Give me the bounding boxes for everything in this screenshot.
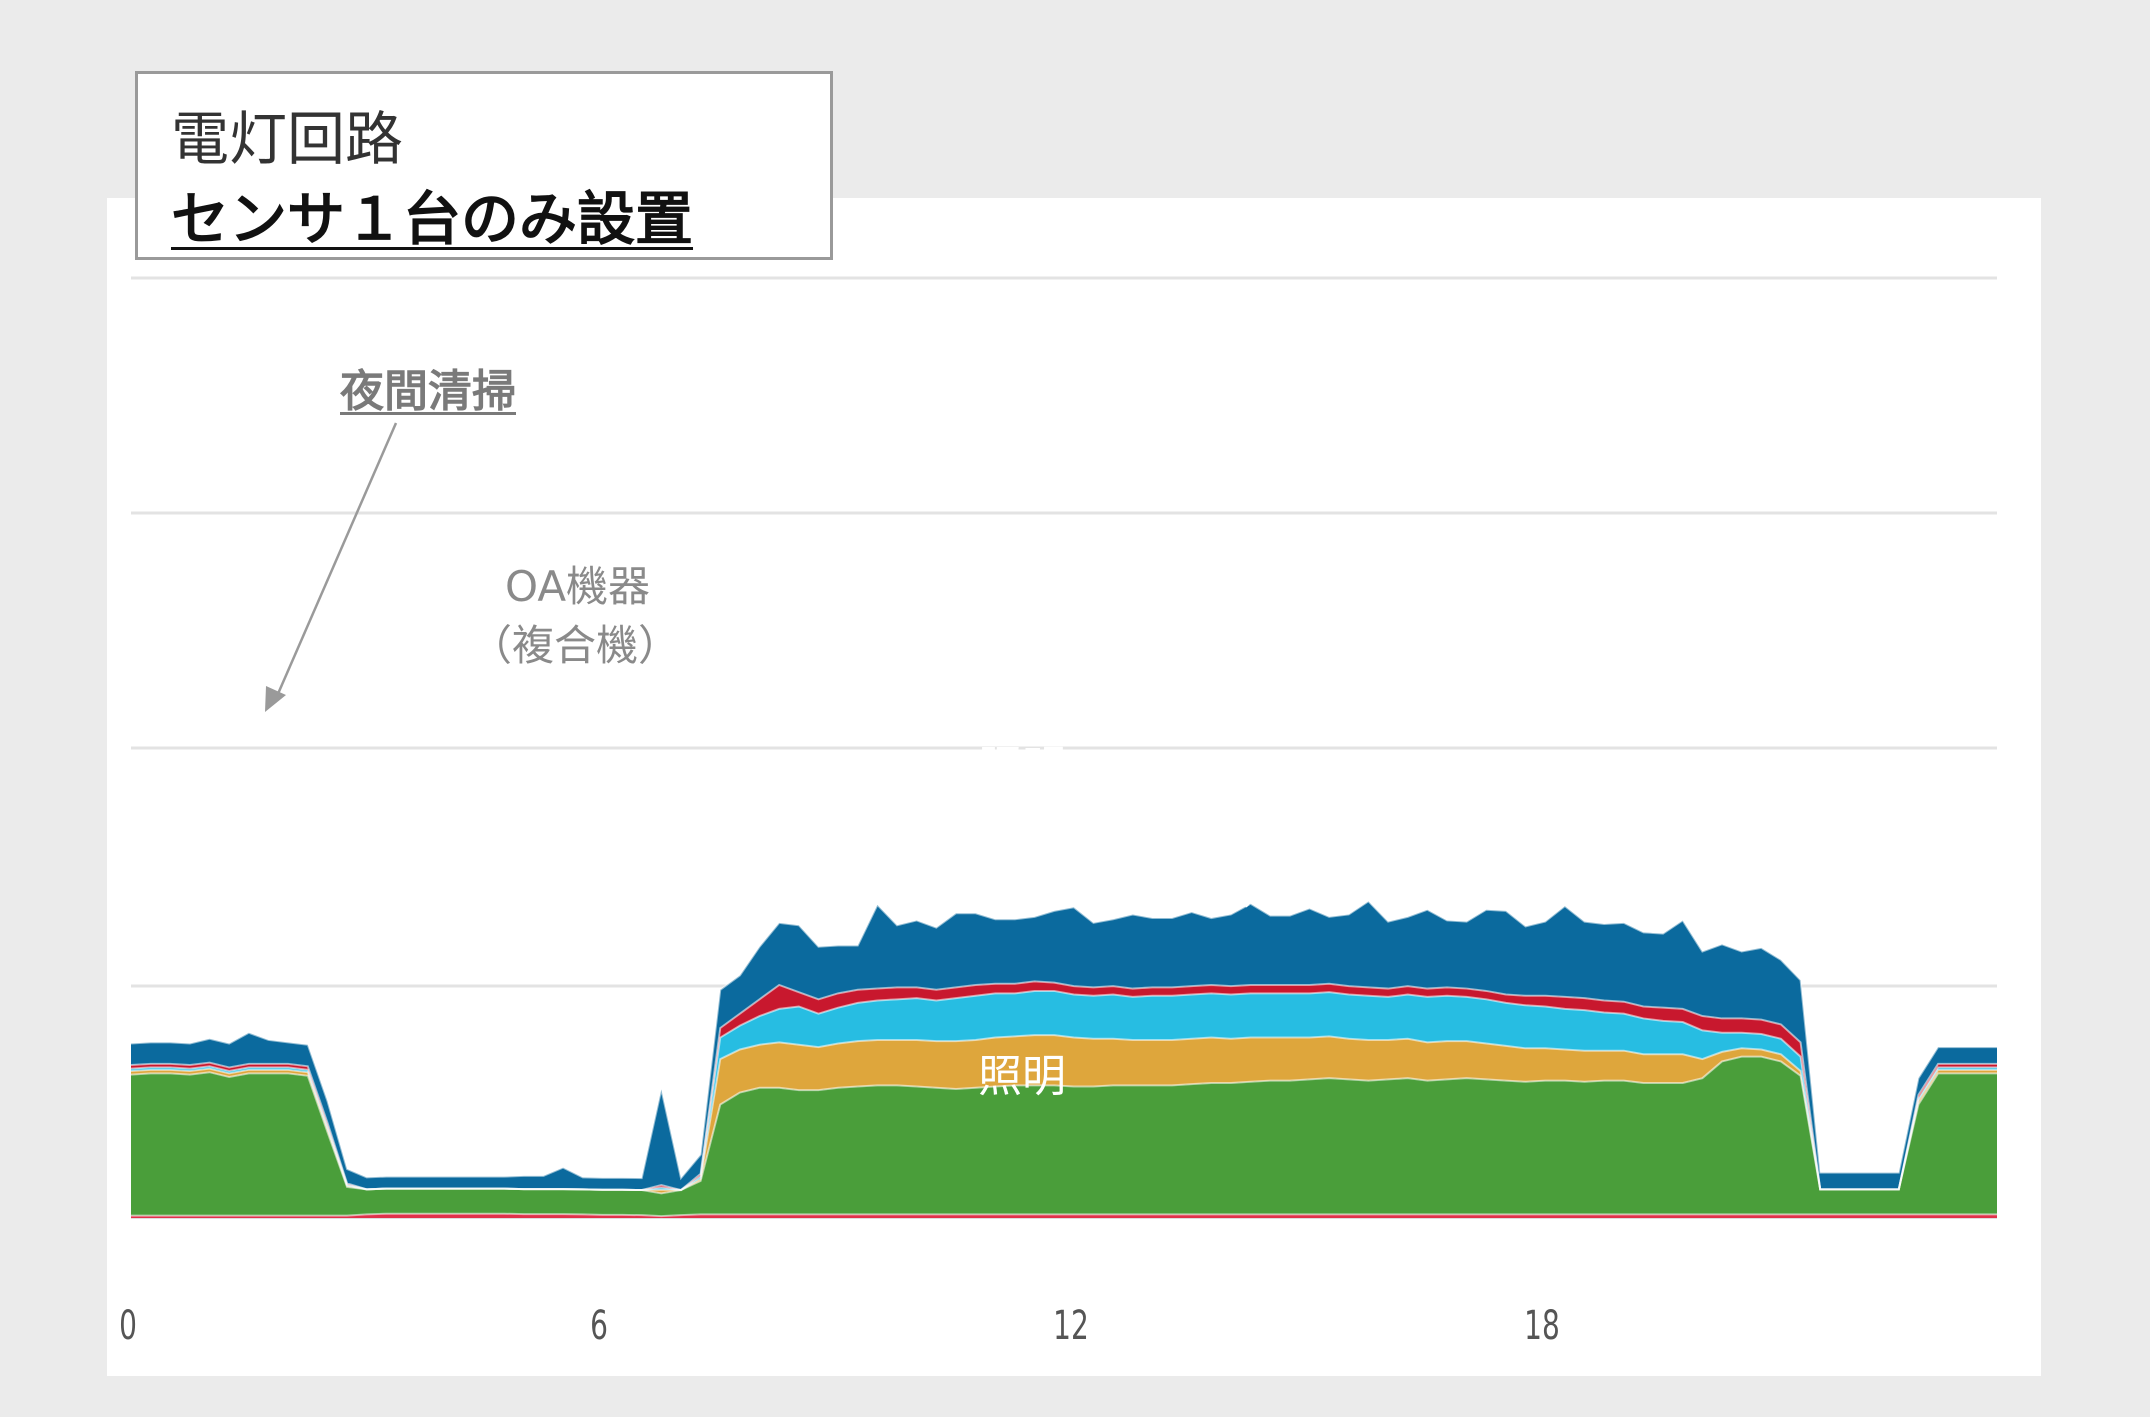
- x-tick-label: 6: [590, 1303, 609, 1349]
- outline-red: [130, 980, 1997, 1192]
- stacked-area-chart: [130, 276, 1997, 1219]
- chart-panel: [107, 198, 2041, 1376]
- x-tick-label: 18: [1524, 1303, 1561, 1349]
- outline-base_red: [131, 1212, 1997, 1218]
- oa-copier-sublabel: （複合機）: [470, 621, 681, 670]
- outline-blue: [130, 900, 1997, 1181]
- area-orange: [131, 1035, 1997, 1194]
- circuit-title: 電灯回路: [171, 105, 404, 173]
- oa-equipment-label: OA機器: [978, 618, 1130, 669]
- area-cyan: [131, 990, 1997, 1191]
- x-tick-label: 12: [1052, 1303, 1089, 1349]
- lighting-label-2: 照明: [978, 1051, 1066, 1102]
- sensor-note: センサ１台のみ設置: [171, 185, 694, 253]
- oa-copier-label: OA機器: [505, 562, 651, 611]
- night-cleaning-label: 夜間清掃: [340, 366, 516, 417]
- lighting-label-1: 照明: [978, 742, 1066, 793]
- x-tick-label: 0: [119, 1303, 137, 1349]
- title-box: 電灯回路 センサ１台のみ設置: [135, 71, 833, 260]
- series-outlines: [130, 900, 1997, 1218]
- area-blue: [131, 901, 1997, 1191]
- area-green: [131, 1056, 1997, 1217]
- lighting-meeting-room-label: 照明（会議室）: [978, 863, 1286, 914]
